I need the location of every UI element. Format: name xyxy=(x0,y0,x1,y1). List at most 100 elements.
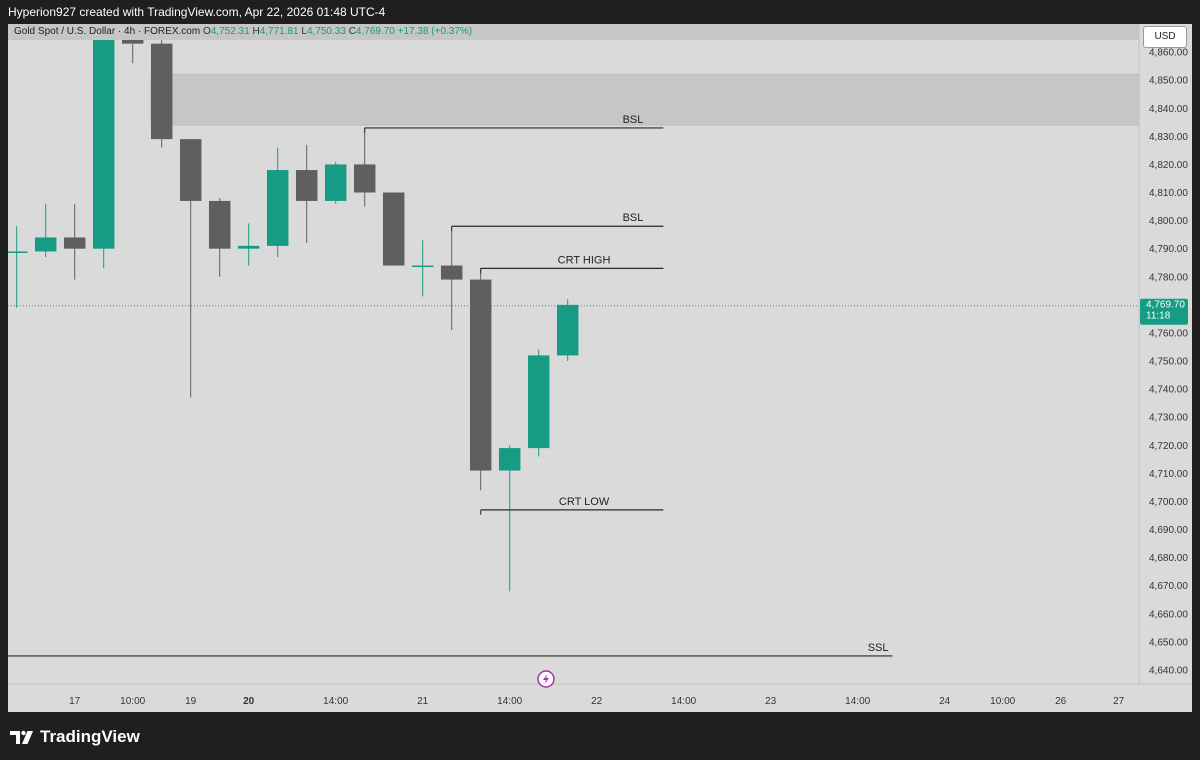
candle-body xyxy=(382,192,405,266)
y-tick-label: 4,780.00 xyxy=(1149,272,1188,283)
flash-icon[interactable] xyxy=(537,670,555,688)
currency-button[interactable]: USD xyxy=(1143,26,1187,48)
liquidity-zone[interactable] xyxy=(150,74,1140,126)
candle-body xyxy=(469,279,492,471)
x-tick-label: 27 xyxy=(1113,696,1125,707)
x-tick-label: 17 xyxy=(69,696,81,707)
annotation[interactable]: SSL xyxy=(8,642,893,657)
y-tick-label: 4,800.00 xyxy=(1149,216,1188,227)
y-tick-label: 4,760.00 xyxy=(1149,328,1188,339)
x-tick-label: 24 xyxy=(939,696,951,707)
symbol-title[interactable]: Gold Spot / U.S. Dollar · 4h · FOREX.com xyxy=(14,26,201,37)
candle-body xyxy=(237,245,260,249)
y-tick-label: 4,650.00 xyxy=(1149,637,1188,648)
candle-body xyxy=(179,139,202,201)
y-tick-label: 4,720.00 xyxy=(1149,441,1188,452)
y-tick-label: 4,640.00 xyxy=(1149,665,1188,676)
open-label: O xyxy=(202,26,211,37)
annotation-label: BSL xyxy=(623,212,644,224)
last-price-countdown: 11:18 xyxy=(1146,311,1171,322)
candle-body xyxy=(556,304,579,356)
x-tick-label: 14:00 xyxy=(497,696,522,707)
tradingview-logo[interactable]: TradingView xyxy=(10,724,140,750)
y-tick-label: 4,860.00 xyxy=(1149,48,1188,59)
tradingview-logo-icon xyxy=(10,730,33,744)
last-price-label: 4,769.70 11:18 xyxy=(1140,298,1188,325)
last-price-value: 4,769.70 xyxy=(1146,300,1185,311)
candle[interactable] xyxy=(295,144,318,244)
time-axis[interactable]: 17 10:00 19 20 14:00 21 14:00 22 14:00 23 14:00 24 1… xyxy=(69,696,1125,707)
low-value: 4,750.33 xyxy=(306,26,346,37)
high-label: H xyxy=(252,26,260,37)
x-tick-label: 23 xyxy=(765,696,777,707)
annotation[interactable]: CRT HIGH xyxy=(480,254,664,274)
low-label: L xyxy=(301,26,307,37)
annotation-label: CRT LOW xyxy=(559,496,610,508)
candle-body xyxy=(34,237,57,252)
annotation[interactable]: BSL xyxy=(451,212,664,232)
candle-body xyxy=(353,164,376,193)
candle[interactable] xyxy=(469,268,492,491)
x-tick-label: 14:00 xyxy=(845,696,870,707)
zones-layer xyxy=(150,74,1140,126)
candle[interactable] xyxy=(324,161,347,204)
chart-area[interactable]: BSL BSL CRT HIGH CRT LOW SSL 4,640.00 4,650.0… xyxy=(8,24,1192,712)
price-chart[interactable]: BSL BSL CRT HIGH CRT LOW SSL 4,640.00 4,650.0… xyxy=(8,24,1192,712)
close-label: C xyxy=(348,26,356,37)
annotation[interactable]: BSL xyxy=(364,114,664,133)
candle-body xyxy=(440,265,463,280)
y-tick-label: 4,830.00 xyxy=(1149,132,1188,143)
candle-body xyxy=(8,251,28,253)
y-tick-label: 4,700.00 xyxy=(1149,497,1188,508)
candle[interactable] xyxy=(150,35,173,148)
y-tick-label: 4,710.00 xyxy=(1149,469,1188,480)
y-tick-label: 4,730.00 xyxy=(1149,413,1188,424)
candle[interactable] xyxy=(8,226,28,308)
candle[interactable] xyxy=(266,147,289,258)
y-tick-label: 4,790.00 xyxy=(1149,244,1188,255)
x-tick-label: 22 xyxy=(591,696,603,707)
x-tick-label: 20 xyxy=(243,696,255,707)
candle[interactable] xyxy=(556,299,579,362)
symbol-info-bar[interactable]: Gold Spot / U.S. Dollar · 4h · FOREX.com… xyxy=(8,24,1139,40)
footer-bar: TradingView xyxy=(0,712,1200,760)
candle-body xyxy=(411,265,434,268)
y-tick-label: 4,660.00 xyxy=(1149,609,1188,620)
candle[interactable] xyxy=(92,24,115,269)
y-tick-label: 4,690.00 xyxy=(1149,525,1188,536)
annotation-lines-layer[interactable]: BSL BSL CRT HIGH CRT LOW SSL xyxy=(8,114,1139,657)
candle[interactable] xyxy=(382,192,405,266)
candle[interactable] xyxy=(440,226,463,331)
x-tick-label: 14:00 xyxy=(671,696,696,707)
candle[interactable] xyxy=(34,203,57,258)
y-tick-label: 4,740.00 xyxy=(1149,385,1188,396)
candle-body xyxy=(324,164,347,201)
candle[interactable] xyxy=(498,445,521,592)
price-scale-background xyxy=(1139,24,1192,712)
x-tick-label: 14:00 xyxy=(323,696,348,707)
y-tick-label: 4,840.00 xyxy=(1149,104,1188,115)
chart-credit: Hyperion927 created with TradingView.com… xyxy=(0,0,1200,24)
candle[interactable] xyxy=(179,139,202,398)
x-tick-label: 26 xyxy=(1055,696,1067,707)
annotation[interactable]: CRT LOW xyxy=(480,496,664,515)
open-value: 4,752.31 xyxy=(210,26,250,37)
last-price-badge xyxy=(1140,298,1188,325)
price-axis[interactable]: 4,640.00 4,650.00 4,660.00 4,670.00 4,680.00… xyxy=(1149,48,1188,677)
x-tick-label: 10:00 xyxy=(120,696,145,707)
x-tick-label: 10:00 xyxy=(990,696,1015,707)
candle[interactable] xyxy=(237,223,260,266)
candle-body xyxy=(208,200,231,249)
candle[interactable] xyxy=(411,240,434,297)
candle[interactable] xyxy=(208,198,231,277)
candle-body xyxy=(63,237,86,249)
annotation-label: BSL xyxy=(623,114,644,126)
candle[interactable] xyxy=(63,203,86,280)
candle-body xyxy=(295,170,318,201)
candle[interactable] xyxy=(353,127,376,207)
candle-body xyxy=(92,24,115,249)
plot-background xyxy=(8,24,1139,712)
candle[interactable] xyxy=(527,349,550,457)
y-tick-label: 4,810.00 xyxy=(1149,188,1188,199)
y-tick-label: 4,750.00 xyxy=(1149,357,1188,368)
